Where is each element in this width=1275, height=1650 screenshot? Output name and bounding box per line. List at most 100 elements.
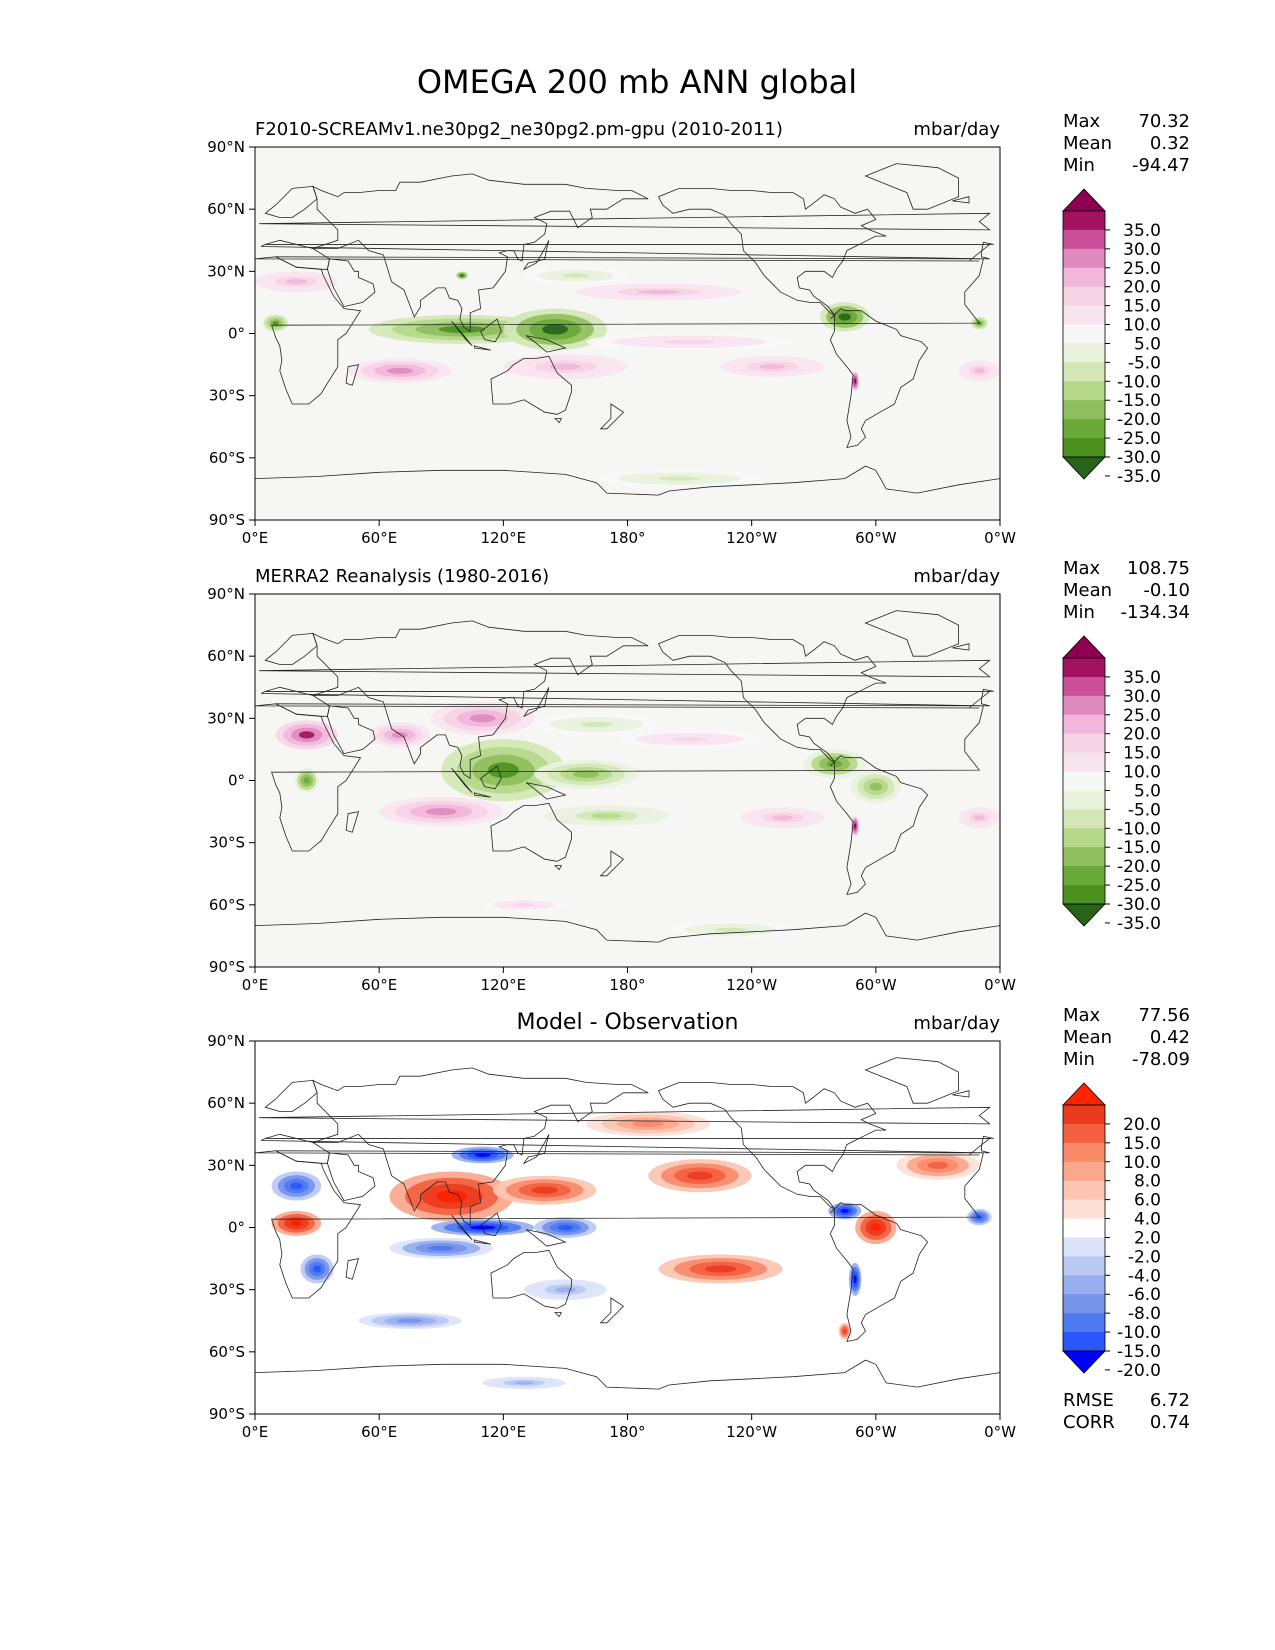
colorbar-extend-min <box>1062 903 1106 927</box>
colorbar-label: 5.0 <box>1134 781 1161 801</box>
coastline-16 <box>829 308 929 449</box>
colorbar-band <box>1063 305 1105 326</box>
colorbar-band <box>1063 1294 1105 1314</box>
colorbar-band <box>1063 324 1105 344</box>
colorbar-label: 25.0 <box>1123 259 1161 279</box>
coastline-13 <box>490 1249 572 1309</box>
colorbar-band <box>1063 400 1105 420</box>
coastline-3 <box>326 1152 376 1202</box>
colorbar-label: 2.0 <box>1134 1228 1161 1248</box>
y-tick-label: 30°N <box>207 262 245 280</box>
stat-label: Max <box>1063 558 1101 579</box>
coastline-1 <box>271 703 984 852</box>
coastline-16 <box>829 755 929 896</box>
data-blob-13 <box>974 815 985 821</box>
data-blob-11 <box>425 807 457 816</box>
y-tick-label: 60°S <box>209 1343 245 1361</box>
coastline-3 <box>326 258 376 308</box>
map-background <box>255 147 1000 520</box>
stat-label: Mean <box>1063 133 1112 154</box>
colorbar-label: 15.0 <box>1123 1134 1161 1154</box>
data-blob-0 <box>436 1190 468 1203</box>
colorbar-label: -20.0 <box>1117 410 1161 430</box>
colorbar-label: -15.0 <box>1117 391 1161 411</box>
colorbar-band <box>1063 1123 1105 1144</box>
y-tick-label: 30°S <box>209 1281 245 1299</box>
colorbar-label: 10.0 <box>1123 1153 1161 1173</box>
data-blob-9 <box>671 736 708 742</box>
data-blob-7 <box>469 714 496 723</box>
data-field <box>255 267 1000 487</box>
colorbar-band <box>1063 211 1105 231</box>
x-tick-label: 0°E <box>242 1423 269 1441</box>
data-blob-10 <box>705 1265 737 1273</box>
panel-title: Model - Observation <box>517 1010 739 1035</box>
x-tick-label: 60°E <box>361 529 397 547</box>
panel-test: F2010-SCREAMv1.ne30pg2_ne30pg2.pm-gpu (2… <box>207 111 1190 547</box>
coastline-8 <box>522 1134 550 1165</box>
figure-title: OMEGA 200 mb ANN global <box>417 63 857 101</box>
coastline-antarctica <box>255 465 1000 496</box>
colorbar-band <box>1063 695 1105 716</box>
coastline-4 <box>261 241 994 260</box>
coastlines <box>255 610 1000 943</box>
coastline-8 <box>522 240 550 271</box>
data-blob-15 <box>715 927 747 932</box>
extra-stat-label: CORR <box>1063 1412 1115 1433</box>
colorbar-label: 10.0 <box>1123 763 1161 783</box>
data-blob-15 <box>397 1318 424 1323</box>
colorbar-band <box>1063 1256 1105 1276</box>
coastline-18 <box>864 163 959 210</box>
data-blob-5 <box>298 731 315 739</box>
colorbar-band <box>1063 752 1105 773</box>
colorbar-frame <box>1062 210 1106 458</box>
colorbar-frame <box>1062 657 1106 905</box>
coastline-19 <box>952 643 970 651</box>
coastline-8 <box>522 687 550 718</box>
coastline-antarctica <box>255 912 1000 943</box>
data-blob-6 <box>392 731 408 739</box>
coastline-9 <box>451 767 473 794</box>
colorbar-band <box>1063 1199 1105 1220</box>
colorbar: 35.030.025.020.015.010.05.0-5.0-10.0-15.… <box>1062 188 1161 487</box>
coastline-19 <box>952 196 970 204</box>
x-tick-label: 60°W <box>855 529 897 547</box>
colorbar-band <box>1063 1142 1105 1163</box>
stat-value: 70.32 <box>1138 111 1190 132</box>
colorbar-band <box>1063 1105 1105 1125</box>
colorbar-band <box>1063 733 1105 754</box>
coastline-7 <box>312 1067 649 1227</box>
x-tick-label: 0°W <box>984 529 1016 547</box>
data-blob-7 <box>840 1208 849 1213</box>
x-tick-label: 0°E <box>242 976 269 994</box>
colorbar-label: -20.0 <box>1117 857 1161 877</box>
stat-label: Min <box>1063 1049 1095 1070</box>
colorbar-label: -5.0 <box>1128 800 1161 820</box>
colorbar-extend-min <box>1062 456 1106 480</box>
coastline-10 <box>474 792 491 798</box>
colorbar-label: -15.0 <box>1117 1342 1161 1362</box>
colorbar-label: 25.0 <box>1123 706 1161 726</box>
data-blob-3 <box>290 1220 303 1227</box>
data-blob-0 <box>438 325 486 333</box>
coastline-13 <box>490 355 572 415</box>
data-blob-19 <box>853 1275 857 1284</box>
panel-units: mbar/day <box>913 566 1000 587</box>
colorbar-band <box>1063 1180 1105 1201</box>
x-tick-label: 60°E <box>361 976 397 994</box>
stat-label: Mean <box>1063 580 1112 601</box>
coastline-2 <box>345 364 360 386</box>
data-blob-1 <box>542 324 569 335</box>
colorbar-band <box>1063 885 1105 905</box>
data-blob-13 <box>854 378 857 384</box>
coastline-1 <box>271 256 984 405</box>
data-blob-14 <box>854 823 857 829</box>
coastline-17 <box>657 1082 887 1210</box>
y-tick-label: 90°S <box>209 511 245 529</box>
coastline-5 <box>259 1106 991 1125</box>
data-blob-15 <box>658 476 700 481</box>
y-tick-label: 30°N <box>207 709 245 727</box>
colorbar-band <box>1063 1332 1105 1352</box>
coastlines <box>255 1057 1000 1390</box>
coastline-11 <box>480 1212 502 1237</box>
